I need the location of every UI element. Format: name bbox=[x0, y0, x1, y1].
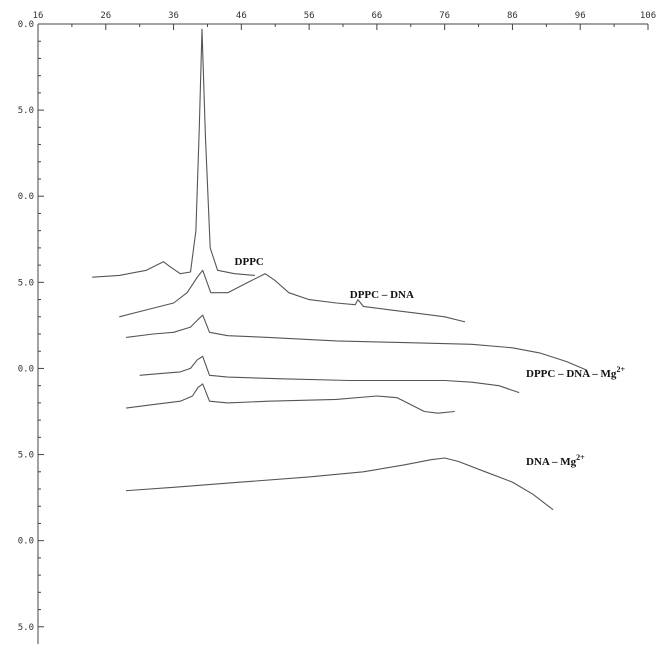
y-tick-label: 0.0 bbox=[18, 364, 34, 374]
series-line-5 bbox=[126, 384, 455, 413]
x-tick-label: 96 bbox=[575, 11, 586, 21]
series-line-4 bbox=[140, 356, 520, 392]
series-label-1: DPPC bbox=[235, 256, 264, 268]
series-label-3: DPPC – DNA – Mg2+ bbox=[526, 365, 625, 380]
series-line-6 bbox=[126, 458, 553, 510]
y-tick-label: 0.0 bbox=[18, 192, 34, 202]
y-tick-label: 0.0 bbox=[18, 20, 34, 30]
x-tick-label: 36 bbox=[168, 11, 179, 21]
y-tick-label: 5.0 bbox=[18, 623, 34, 633]
series-label-2: DPPC – DNA bbox=[350, 289, 414, 301]
x-tick-label: 26 bbox=[100, 11, 111, 21]
traces bbox=[92, 29, 587, 510]
series-line-1 bbox=[92, 29, 255, 277]
x-tick-label: 86 bbox=[507, 11, 518, 21]
x-tick-label: 16 bbox=[33, 11, 44, 21]
x-tick-label: 46 bbox=[236, 11, 247, 21]
y-tick-label: 0.0 bbox=[18, 537, 34, 547]
x-tick-label: 76 bbox=[439, 11, 450, 21]
axes: 16 26 36 46 56 66 76 86 96 106 0.0 5.0 0.0 5.0 0.0 5.0 0… bbox=[18, 11, 656, 644]
y-tick-label: 5.0 bbox=[18, 278, 34, 288]
x-tick-label: 66 bbox=[371, 11, 382, 21]
x-tick-label: 106 bbox=[640, 11, 656, 21]
series-label-6: DNA – Mg2+ bbox=[526, 453, 585, 468]
x-tick-label: 56 bbox=[304, 11, 315, 21]
y-tick-label: 5.0 bbox=[18, 106, 34, 116]
y-tick-label: 5.0 bbox=[18, 451, 34, 461]
